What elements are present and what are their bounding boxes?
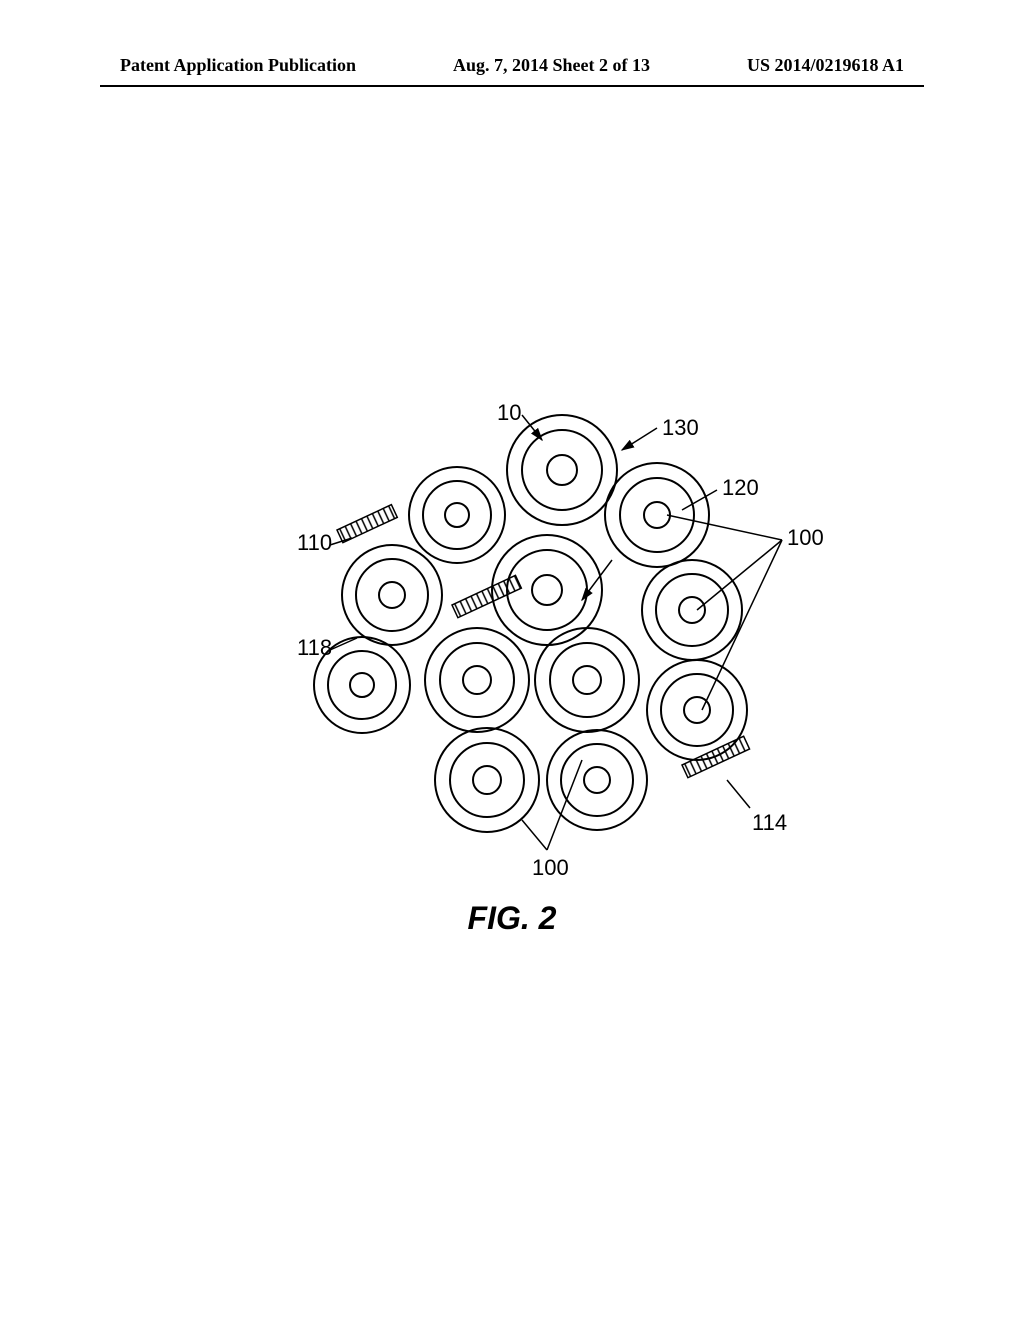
hatched-bar [337,505,397,543]
fiber-ring [644,502,670,528]
header-divider [100,85,924,87]
leader-line [522,415,542,440]
header-center: Aug. 7, 2014 Sheet 2 of 13 [453,55,650,76]
fiber-ring [550,643,624,717]
header: Patent Application Publication Aug. 7, 2… [0,55,1024,76]
fiber-ring [328,651,396,719]
fiber-ring [473,766,501,794]
ref-number-130: 130 [662,415,699,441]
fiber-ring [350,673,374,697]
header-left: Patent Application Publication [120,55,356,76]
fiber-ring [440,643,514,717]
figure-label: FIG. 2 [468,900,557,937]
fiber-ring [656,574,728,646]
ref-number-118: 118 [297,635,332,661]
leader-line [622,428,657,450]
fiber-ring [379,582,405,608]
fiber-ring [561,744,633,816]
fiber-ring [445,503,469,527]
figure-area: 10130120100110118114100 [212,380,812,880]
ref-number-110: 110 [297,530,332,556]
fiber-ring [679,597,705,623]
fiber-ring [620,478,694,552]
fiber-ring [547,455,577,485]
fiber-ring [450,743,524,817]
fiber-ring [661,674,733,746]
fiber-ring [507,415,617,525]
hatched-bar [452,575,521,617]
leader-line [522,820,547,850]
leader-line [697,540,782,610]
ref-number-100: 100 [532,855,569,881]
fiber-ring [423,481,491,549]
leader-line [547,760,582,850]
header-right: US 2014/0219618 A1 [747,55,904,76]
ref-number-120: 120 [722,475,759,501]
fiber-ring [463,666,491,694]
fiber-ring [532,575,562,605]
ref-number-10: 10 [497,400,521,426]
fiber-ring [573,666,601,694]
leader-line [727,780,750,808]
ref-number-100: 100 [787,525,824,551]
fiber-ring [356,559,428,631]
leader-line [667,515,782,540]
fiber-ring [584,767,610,793]
fiber-ring [522,430,602,510]
hatched-bar [682,736,750,777]
ref-number-114: 114 [752,810,787,836]
